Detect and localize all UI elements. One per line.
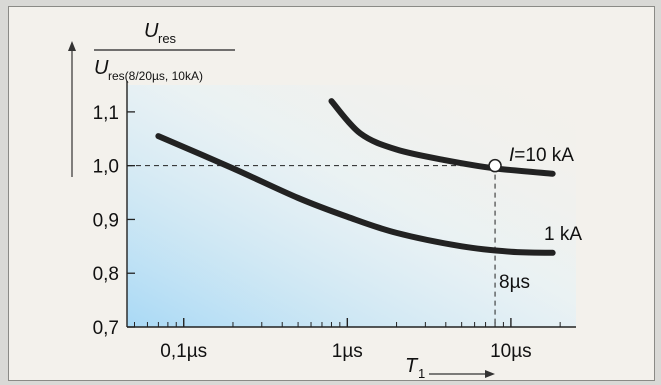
chart-panel: 0,7 0,8 0,9 1,0 1,1 0,1µs 1µs 10µs I=10 kA 1 kA 8… xyxy=(8,6,655,381)
chart-svg: 0,7 0,8 0,9 1,0 1,1 0,1µs 1µs 10µs I=10 kA 1 kA 8… xyxy=(68,20,582,380)
y-tick-label: 1,1 xyxy=(93,103,119,124)
y-label-denominator-sub: res(8/20µs, 10kA) xyxy=(108,69,203,83)
series-label-1ka: 1 kA xyxy=(544,224,582,245)
y-arrow-icon xyxy=(68,41,76,51)
x-label-sub: 1 xyxy=(418,366,425,380)
x-arrow-icon xyxy=(485,370,495,378)
x-tick-label: 1µs xyxy=(332,341,363,362)
x-label-base: T xyxy=(405,355,419,377)
y-tick-label: 0,8 xyxy=(93,264,119,285)
y-label-numerator-sub: res xyxy=(158,31,177,46)
y-tick-label: 1,0 xyxy=(93,157,119,178)
x-tick-label: 10µs xyxy=(490,341,532,362)
y-label-numerator-base: U xyxy=(144,20,159,42)
series-line-1ka xyxy=(155,133,556,256)
x-tick-label: 0,1µs xyxy=(160,341,207,362)
reference-point-marker xyxy=(488,158,502,173)
y-label-denominator-base: U xyxy=(94,57,109,79)
y-tick-label: 0,9 xyxy=(93,210,119,231)
y-tick-label: 0,7 xyxy=(93,318,119,339)
series-label-10ka: I=10 kA xyxy=(509,145,574,166)
y-axis-label: U res U res(8/20µs, 10kA) xyxy=(68,20,235,177)
x-axis-label: T 1 xyxy=(405,355,495,380)
reference-label: 8µs xyxy=(499,272,530,293)
